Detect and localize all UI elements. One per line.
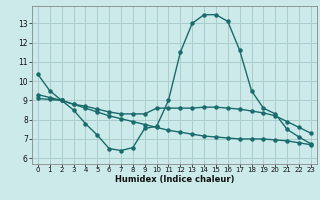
X-axis label: Humidex (Indice chaleur): Humidex (Indice chaleur) xyxy=(115,175,234,184)
